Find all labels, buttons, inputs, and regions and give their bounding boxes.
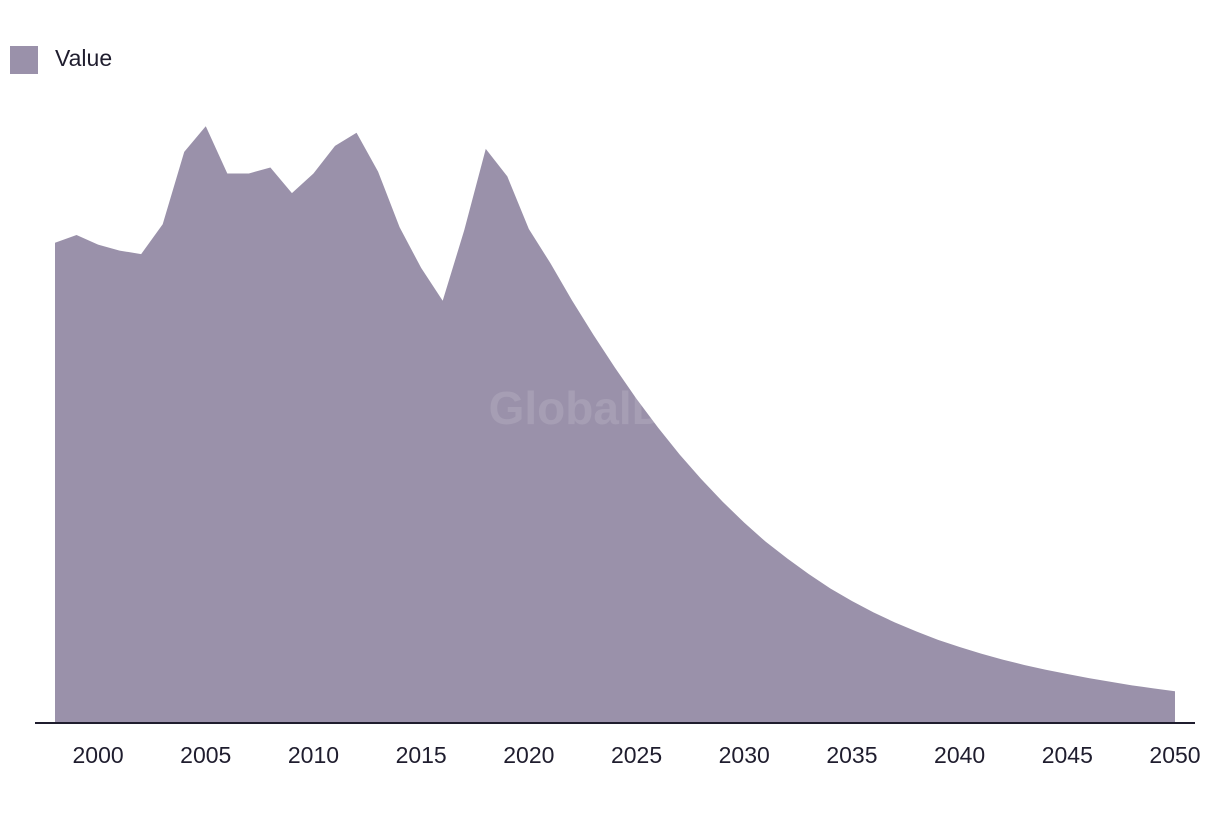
x-tick-label-2050: 2050: [1149, 742, 1200, 768]
x-tick-label-2010: 2010: [288, 742, 339, 768]
x-tick-label-2040: 2040: [934, 742, 985, 768]
legend: Value: [10, 45, 112, 74]
x-tick-label-2025: 2025: [611, 742, 662, 768]
x-tick-label-2015: 2015: [396, 742, 447, 768]
x-tick-label-2020: 2020: [503, 742, 554, 768]
plot-area: [55, 126, 1175, 723]
x-tick-label-2035: 2035: [826, 742, 877, 768]
watermark-text: GlobalData: [489, 382, 732, 434]
legend-swatch-value: [10, 46, 38, 74]
x-axis-tick-labels: 2000 2005 2010 2015 2020 2025 2030 2035 2040 2045…: [72, 742, 1200, 768]
x-tick-label-2045: 2045: [1042, 742, 1093, 768]
series-area-value: [55, 126, 1175, 723]
legend-label-value: Value: [55, 45, 112, 71]
x-tick-label-2000: 2000: [72, 742, 123, 768]
x-tick-label-2005: 2005: [180, 742, 231, 768]
x-tick-label-2030: 2030: [719, 742, 770, 768]
